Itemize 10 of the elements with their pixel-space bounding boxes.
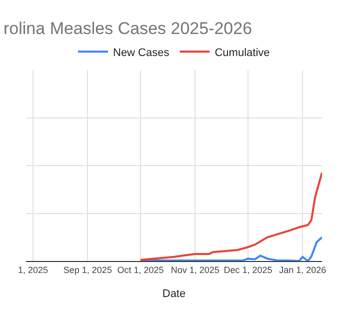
legend-label: New Cases xyxy=(113,46,170,59)
x-tick-label: Dec 1, 2025 xyxy=(224,264,272,275)
chart-title: rolina Measles Cases 2025-2026 xyxy=(4,19,252,38)
x-tick-label: 1, 2025 xyxy=(18,264,48,275)
x-axis-title: Date xyxy=(162,288,186,300)
x-tick-label: Oct 1, 2025 xyxy=(117,264,164,275)
x-tick-label: Nov 1, 2025 xyxy=(170,264,220,275)
x-tick-label: Sep 1, 2025 xyxy=(63,264,112,275)
legend-label: Cumulative xyxy=(214,46,270,59)
x-tick-label: Jan 1, 2026 xyxy=(279,264,326,275)
